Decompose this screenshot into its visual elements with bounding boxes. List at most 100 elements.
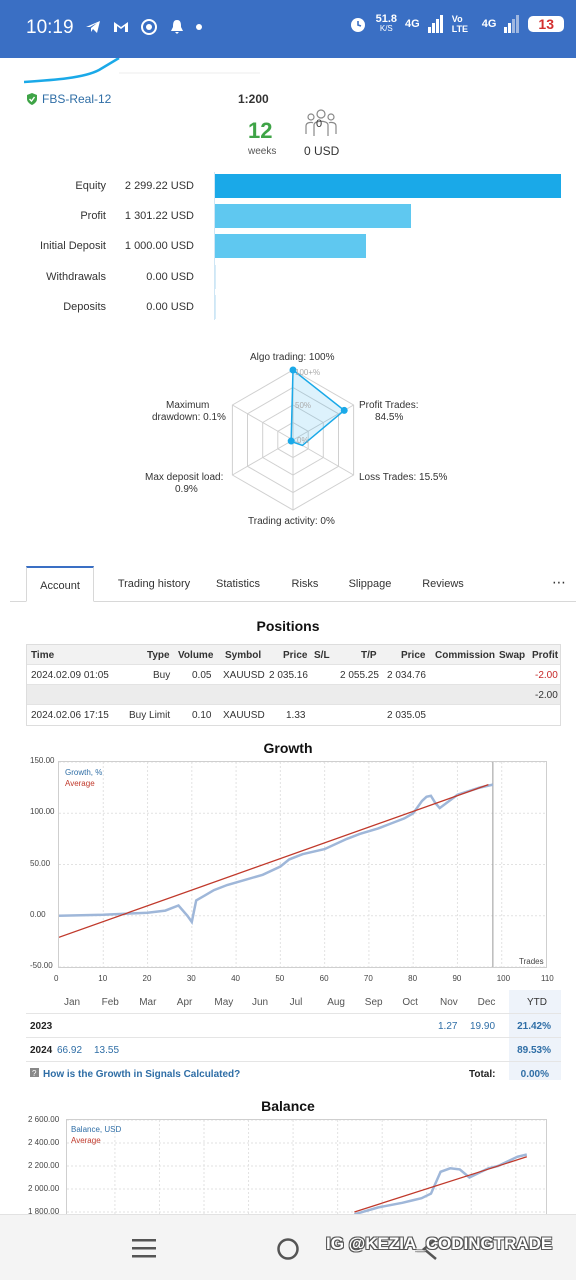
bar-row-equity: Equity 2 299.22 USD: [0, 172, 576, 200]
cell-time: 2024.02.06 17:15: [31, 710, 109, 721]
cell-price: 1.33: [286, 710, 306, 721]
growth-help-link[interactable]: How is the Growth in Signals Calculated?: [43, 1069, 241, 1080]
bell-icon: [171, 20, 183, 34]
account-name: FBS-Real-12: [42, 92, 112, 106]
radar-ring-label: 0%: [297, 436, 309, 445]
cell-tp: 2 055.25: [340, 670, 379, 681]
legend-average: Average: [65, 779, 95, 788]
back-icon[interactable]: [420, 1237, 440, 1261]
month-label: Sep: [364, 997, 383, 1008]
clock: 10:19: [26, 17, 74, 38]
month-label: Nov: [440, 997, 458, 1008]
bar-label: Withdrawals: [46, 271, 106, 283]
growth-series-line: [58, 783, 494, 925]
mini-growth-chart: [24, 58, 260, 84]
radar-label-deposit-load: Max deposit load:: [145, 472, 224, 483]
bar-label: Initial Deposit: [39, 240, 106, 252]
col-type: Type: [147, 650, 170, 661]
more-tabs-icon[interactable]: ⋯: [552, 574, 566, 590]
col-sl: S/L: [314, 650, 330, 661]
bar-fill: [215, 295, 216, 319]
col-symbol: Symbol: [225, 650, 262, 661]
radar-spoke: [232, 439, 294, 476]
radar-label-drawdown-value: drawdown: 0.1%: [152, 412, 226, 423]
radar-point: [289, 366, 297, 374]
subtotal-row: -2.00: [27, 685, 560, 705]
col-swap: Swap: [499, 650, 526, 661]
account-name-link[interactable]: FBS-Real-12: [26, 92, 111, 106]
year-row-2023: 2023 1.27 19.90 21.42%: [26, 1014, 561, 1038]
radar-label-activity: Trading activity: 0%: [248, 516, 335, 527]
balance-chart: [67, 1120, 546, 1218]
x-axis-label: Trades: [519, 957, 544, 966]
radar-ring-label: 50%: [295, 401, 311, 410]
y-tick-label: 2 600.00: [28, 1115, 60, 1124]
bar-row-deposits: Deposits 0.00 USD: [0, 293, 576, 321]
month-label: Jul: [289, 997, 303, 1008]
tab-trading-history[interactable]: Trading history: [117, 578, 191, 590]
account-tabs: Account Trading history Statistics Risks…: [10, 566, 576, 602]
table-header-row: Time Type Volume Symbol Price S/L T/P Pr…: [27, 645, 560, 665]
cell-price-current: 2 035.05: [387, 710, 426, 721]
cell-volume: 0.05: [192, 670, 212, 681]
risk-radar-chart: 100+% 50% 0%: [231, 366, 355, 511]
year-label: 2024: [30, 1045, 53, 1056]
ytd-column: [509, 990, 561, 1080]
x-tick-label: 90: [452, 974, 462, 983]
cell-profit: -2.00: [535, 670, 558, 681]
bar-fill: [215, 265, 216, 289]
total-label: Total:: [469, 1069, 496, 1080]
watermark-text: IG @KEZIA_CODINGTRADE: [326, 1234, 553, 1253]
cell-time: 2024.02.09 01:05: [31, 670, 109, 681]
month-label: Aug: [327, 997, 345, 1008]
verified-shield-icon: [27, 93, 37, 105]
android-navigation-bar: [0, 1214, 576, 1280]
weeks-label: weeks: [248, 146, 277, 157]
bar-value: 2 299.22 USD: [124, 180, 194, 192]
tab-slippage[interactable]: Slippage: [348, 578, 392, 590]
radar-point: [287, 437, 295, 445]
tab-risks[interactable]: Risks: [291, 578, 319, 590]
alarm-icon: [350, 18, 365, 32]
subscribers-icon: [305, 109, 337, 136]
x-tick-label: 80: [408, 974, 418, 983]
telegram-icon: [86, 21, 100, 33]
month-label: Mar: [139, 997, 157, 1008]
bar-fill: [215, 204, 411, 228]
bar-fill: [215, 174, 561, 198]
radar-point: [340, 406, 348, 414]
month-label: Dec: [477, 997, 496, 1008]
tab-statistics[interactable]: Statistics: [215, 578, 260, 590]
status-bar: 10:19 51.8 K/S 4G Vo LTE 4G 13: [0, 0, 576, 58]
bar-label: Equity: [75, 180, 106, 192]
radar-ring-label: 100+%: [295, 368, 320, 377]
radar-label-deposit-load-value: 0.9%: [175, 484, 198, 495]
positions-table: Time Type Volume Symbol Price S/L T/P Pr…: [26, 644, 561, 726]
growth-chart-area: Growth, % Average Trades: [58, 761, 547, 968]
cell-symbol: XAUUSD: [223, 710, 265, 721]
ytd-value: 89.53%: [517, 1045, 551, 1056]
growth-chart: [58, 761, 546, 968]
yearly-growth-table: YTD Jan Feb Mar Apr May Jun Jul Aug Sep Oct Nov Dec…: [26, 990, 561, 1086]
tab-account[interactable]: Account: [26, 566, 94, 602]
col-tp: T/P: [361, 650, 377, 661]
year-label: 2023: [30, 1021, 53, 1032]
radar-label-profit: Profit Trades:: [359, 400, 419, 411]
network-type-2: 4G: [481, 18, 497, 30]
signal-icon: [427, 15, 443, 33]
y-tick-label: 2 400.00: [28, 1138, 60, 1147]
cell-type: Buy Limit: [129, 710, 171, 721]
notification-dot-icon: [196, 24, 202, 30]
y-tick-label: 2 000.00: [28, 1184, 60, 1193]
month-label: May: [214, 997, 234, 1008]
x-tick-label: 40: [231, 974, 240, 983]
bar-fill: [215, 234, 366, 258]
col-price: Price: [283, 650, 308, 661]
col-commission: Commission: [435, 650, 496, 661]
recent-apps-icon[interactable]: [132, 1237, 156, 1259]
month-value-feb: 13.55: [94, 1045, 120, 1056]
tab-reviews[interactable]: Reviews: [422, 578, 464, 590]
home-icon[interactable]: [276, 1237, 300, 1261]
col-profit: Profit: [532, 650, 559, 661]
legend-average: Average: [71, 1136, 101, 1145]
